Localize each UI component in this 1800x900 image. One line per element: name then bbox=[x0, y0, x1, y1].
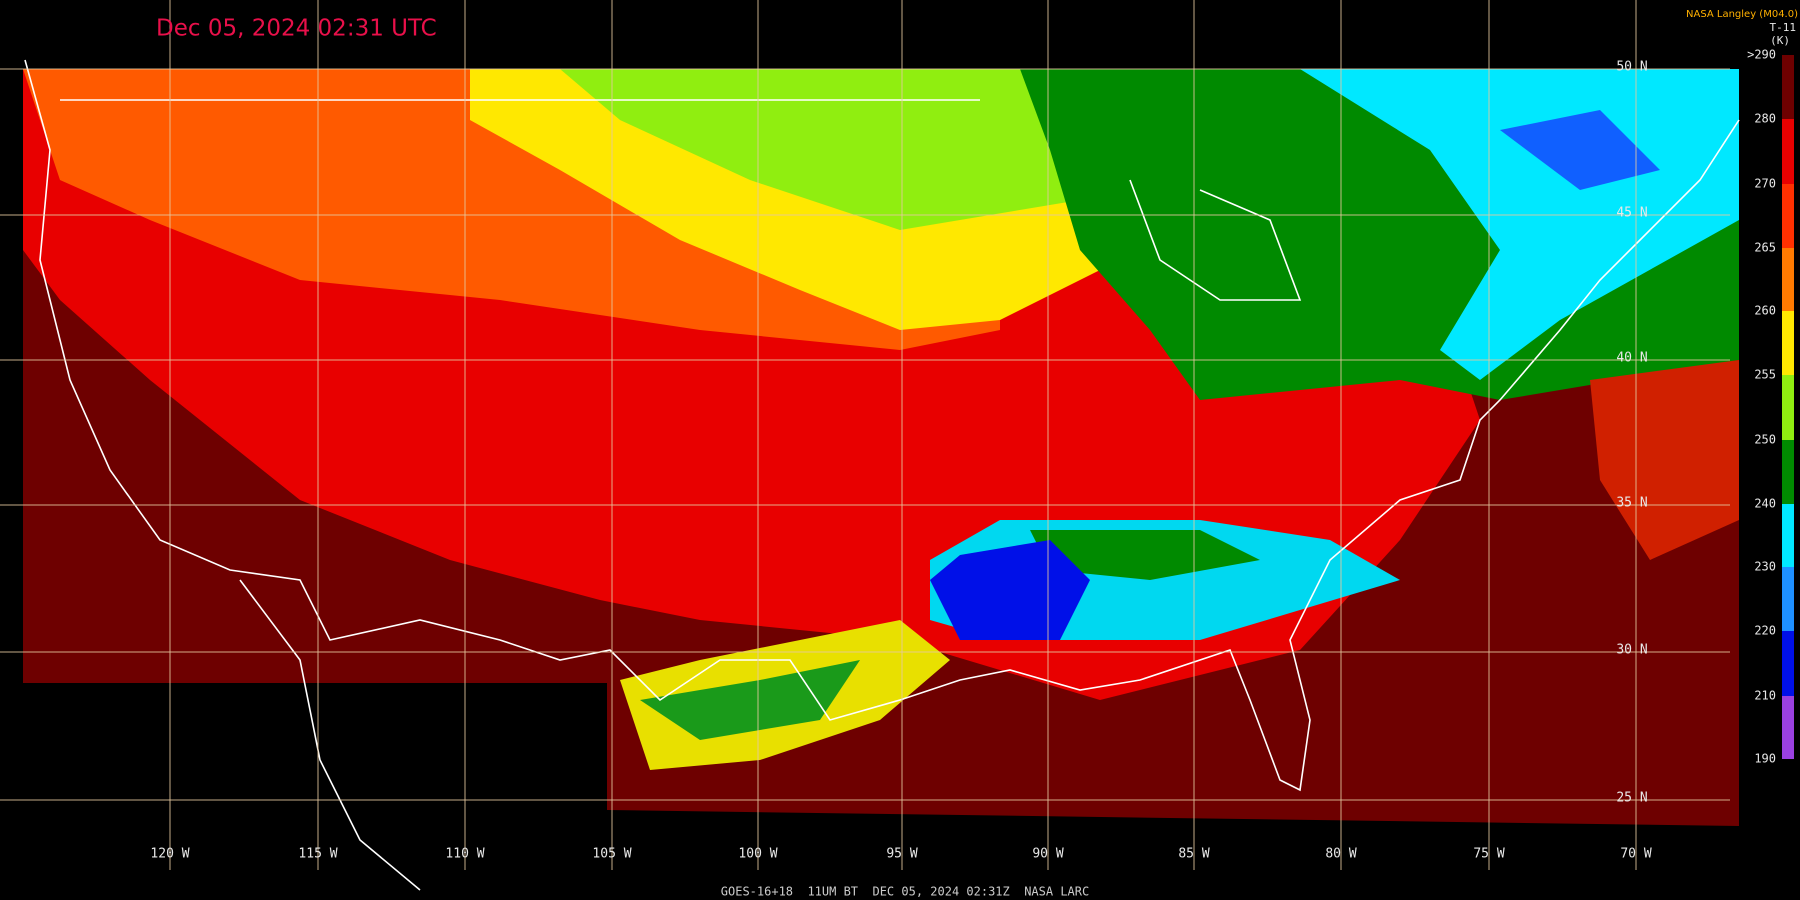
colorbar-label: 220 bbox=[1754, 624, 1776, 638]
latitude-label: 30 N bbox=[1616, 643, 1647, 658]
colorbar-label: 250 bbox=[1754, 433, 1776, 447]
field-yellow-green bbox=[560, 69, 1100, 230]
coastline bbox=[24, 59, 1740, 792]
unit: (K) bbox=[1770, 34, 1790, 47]
graticule: 50 N 45 N 40 N 35 N 30 N 25 N 120 W 115 W 110 W 1… bbox=[0, 0, 1730, 870]
title: Dec 05, 2024 02:31 UTC bbox=[156, 16, 437, 42]
colorbar-segment bbox=[1782, 696, 1794, 759]
field-blue bbox=[1500, 110, 1660, 190]
longitude-label: 110 W bbox=[445, 847, 484, 862]
footer: GOES-16+18 11UM BT DEC 05, 2024 02:31Z N… bbox=[721, 885, 1089, 899]
colorbar-segment bbox=[1782, 440, 1794, 504]
temperature-field bbox=[23, 69, 1739, 826]
longitude-label: 75 W bbox=[1473, 847, 1504, 862]
colorbar-segment bbox=[1782, 504, 1794, 567]
source: NASA Langley (M04.0) bbox=[1686, 9, 1798, 20]
channel: T-11 bbox=[1770, 21, 1797, 34]
longitude-label: 85 W bbox=[1178, 847, 1209, 862]
colorbar-label: 255 bbox=[1754, 368, 1776, 382]
colorbar-label: 240 bbox=[1754, 497, 1776, 511]
latitude-label: 25 N bbox=[1616, 791, 1647, 806]
latitude-label: 45 N bbox=[1616, 206, 1647, 221]
longitude-label: 70 W bbox=[1620, 847, 1651, 862]
field-deep-blue bbox=[930, 540, 1090, 640]
longitude-label: 90 W bbox=[1032, 847, 1063, 862]
latitude-label: 50 N bbox=[1616, 60, 1647, 75]
field-green bbox=[1030, 530, 1260, 580]
colorbar-segment bbox=[1782, 631, 1794, 696]
latitude-label: 35 N bbox=[1616, 496, 1647, 511]
colorbar-label: 190 bbox=[1754, 752, 1776, 766]
colorbar-segment bbox=[1782, 119, 1794, 184]
longitude-label: 120 W bbox=[150, 847, 189, 862]
longitude-label: 105 W bbox=[592, 847, 631, 862]
colorbar-label: 210 bbox=[1754, 689, 1776, 703]
coastline bbox=[239, 579, 421, 891]
field-green bbox=[640, 660, 860, 740]
colorbar bbox=[1782, 55, 1794, 759]
longitude-label: 80 W bbox=[1325, 847, 1356, 862]
colorbar-segment bbox=[1782, 567, 1794, 631]
colorbar-segment bbox=[1782, 55, 1794, 119]
latitude-label: 40 N bbox=[1616, 351, 1647, 366]
colorbar-label: 270 bbox=[1754, 177, 1776, 191]
longitude-label: 115 W bbox=[298, 847, 337, 862]
colorbar-label: 265 bbox=[1754, 241, 1776, 255]
longitude-label: 95 W bbox=[886, 847, 917, 862]
colorbar-label: 280 bbox=[1754, 112, 1776, 126]
colorbar-label: 230 bbox=[1754, 560, 1776, 574]
colorbar-segment bbox=[1782, 248, 1794, 311]
colorbar-label: 260 bbox=[1754, 304, 1776, 318]
longitude-label: 100 W bbox=[738, 847, 777, 862]
colorbar-segment bbox=[1782, 375, 1794, 440]
colorbar-label: >290 bbox=[1747, 48, 1776, 62]
colorbar-segment bbox=[1782, 311, 1794, 375]
field-red bbox=[1590, 360, 1739, 560]
colorbar-segment bbox=[1782, 184, 1794, 248]
